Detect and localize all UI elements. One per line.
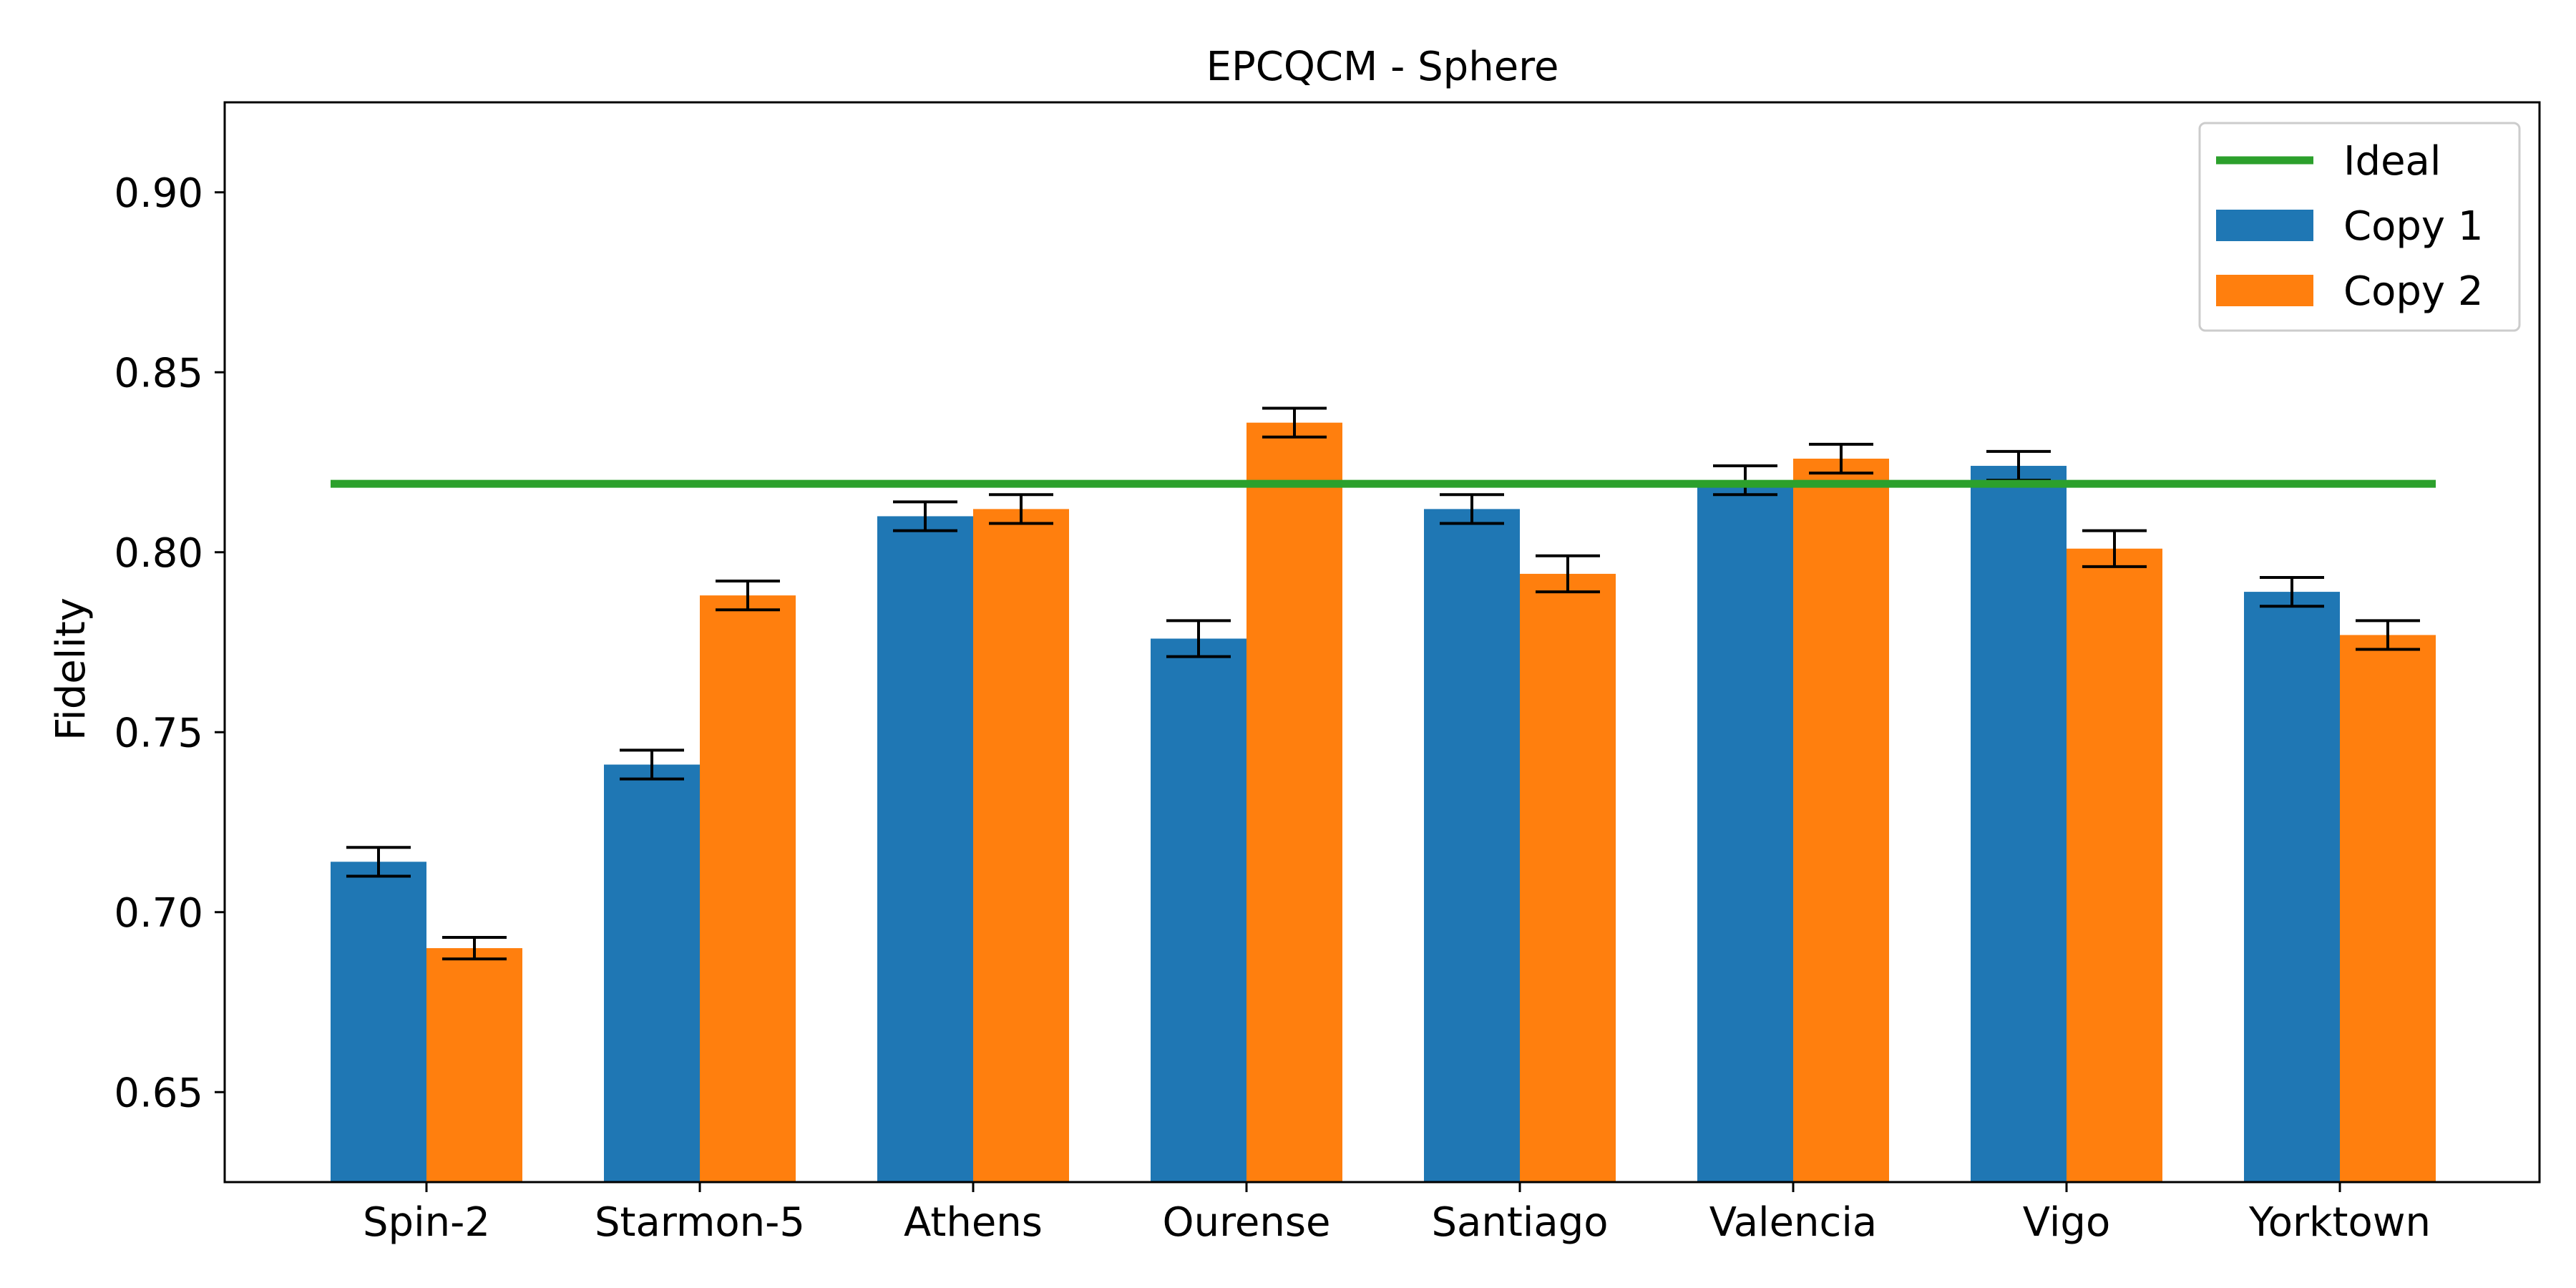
legend-swatch-copy-2 — [2216, 275, 2313, 306]
x-ticks: Spin-2 Starmon-5 Athens Ourense Santiago Vale… — [363, 1182, 2431, 1246]
errorbar-1-ourense — [1166, 619, 1231, 658]
x-tick-label: Vigo — [2023, 1199, 2110, 1246]
errorbar-2-valencia — [1809, 442, 1873, 475]
x-tick-label: Valencia — [1709, 1199, 1877, 1246]
bar-2-santiago — [1520, 573, 1616, 1182]
bar-1-spin-2 — [331, 862, 426, 1182]
errorbar-2-vigo — [2082, 529, 2147, 568]
x-tick-label: Yorktown — [2248, 1199, 2431, 1246]
legend-label: Ideal — [2343, 138, 2441, 185]
x-tick-label: Ourense — [1163, 1199, 1331, 1246]
errorbar-1-athens — [893, 500, 957, 532]
errorbar-2-athens — [989, 493, 1053, 525]
errorbars-layer — [346, 406, 2420, 961]
errorbar-2-starmon-5 — [716, 579, 780, 612]
bar-1-athens — [877, 516, 973, 1182]
bar-1-santiago — [1424, 509, 1520, 1182]
bars-layer — [331, 422, 2436, 1183]
legend: Ideal Copy 1 Copy 2 — [2198, 122, 2521, 332]
x-tick-label: Athens — [904, 1199, 1043, 1246]
bar-2-athens — [973, 509, 1069, 1182]
chart-title: EPCQCM - Sphere — [1206, 44, 1559, 90]
bar-2-yorktown — [2340, 635, 2436, 1182]
errorbar-1-yorktown — [2260, 575, 2324, 608]
errorbar-2-santiago — [1536, 554, 1600, 594]
y-tick-label: 0.90 — [114, 170, 203, 217]
legend-label: Copy 1 — [2343, 203, 2483, 250]
y-tick-label: 0.75 — [114, 710, 203, 756]
legend-swatch-copy-1 — [2216, 210, 2313, 241]
errorbar-1-santiago — [1440, 493, 1504, 525]
errorbar-2-spin-2 — [442, 935, 507, 961]
errorbar-1-starmon-5 — [620, 748, 684, 781]
errorbar-2-yorktown — [2356, 619, 2420, 651]
x-tick-label: Spin-2 — [363, 1199, 490, 1246]
x-tick-label: Starmon-5 — [595, 1199, 805, 1246]
bar-1-valencia — [1697, 480, 1793, 1182]
y-axis-label: Fidelity — [48, 597, 94, 741]
bar-2-starmon-5 — [700, 595, 796, 1182]
bar-1-yorktown — [2244, 592, 2340, 1182]
y-tick-label: 0.65 — [114, 1070, 203, 1116]
y-tick-label: 0.85 — [114, 350, 203, 396]
y-tick-label: 0.80 — [114, 530, 203, 577]
bar-2-spin-2 — [426, 948, 522, 1182]
bar-2-valencia — [1793, 458, 1889, 1182]
bar-2-vigo — [2067, 548, 2162, 1182]
bar-2-ourense — [1246, 422, 1342, 1183]
errorbar-2-ourense — [1262, 406, 1327, 439]
y-ticks: 0.65 0.70 0.75 0.80 0.85 0.90 — [114, 170, 225, 1116]
x-tick-label: Santiago — [1432, 1199, 1609, 1246]
plot-frame — [223, 101, 2541, 1184]
bar-1-starmon-5 — [604, 764, 700, 1182]
bar-1-ourense — [1151, 638, 1246, 1182]
legend-label: Copy 2 — [2343, 268, 2483, 315]
y-tick-label: 0.70 — [114, 890, 203, 937]
errorbar-1-spin-2 — [346, 846, 411, 878]
bar-1-vigo — [1971, 466, 2067, 1182]
